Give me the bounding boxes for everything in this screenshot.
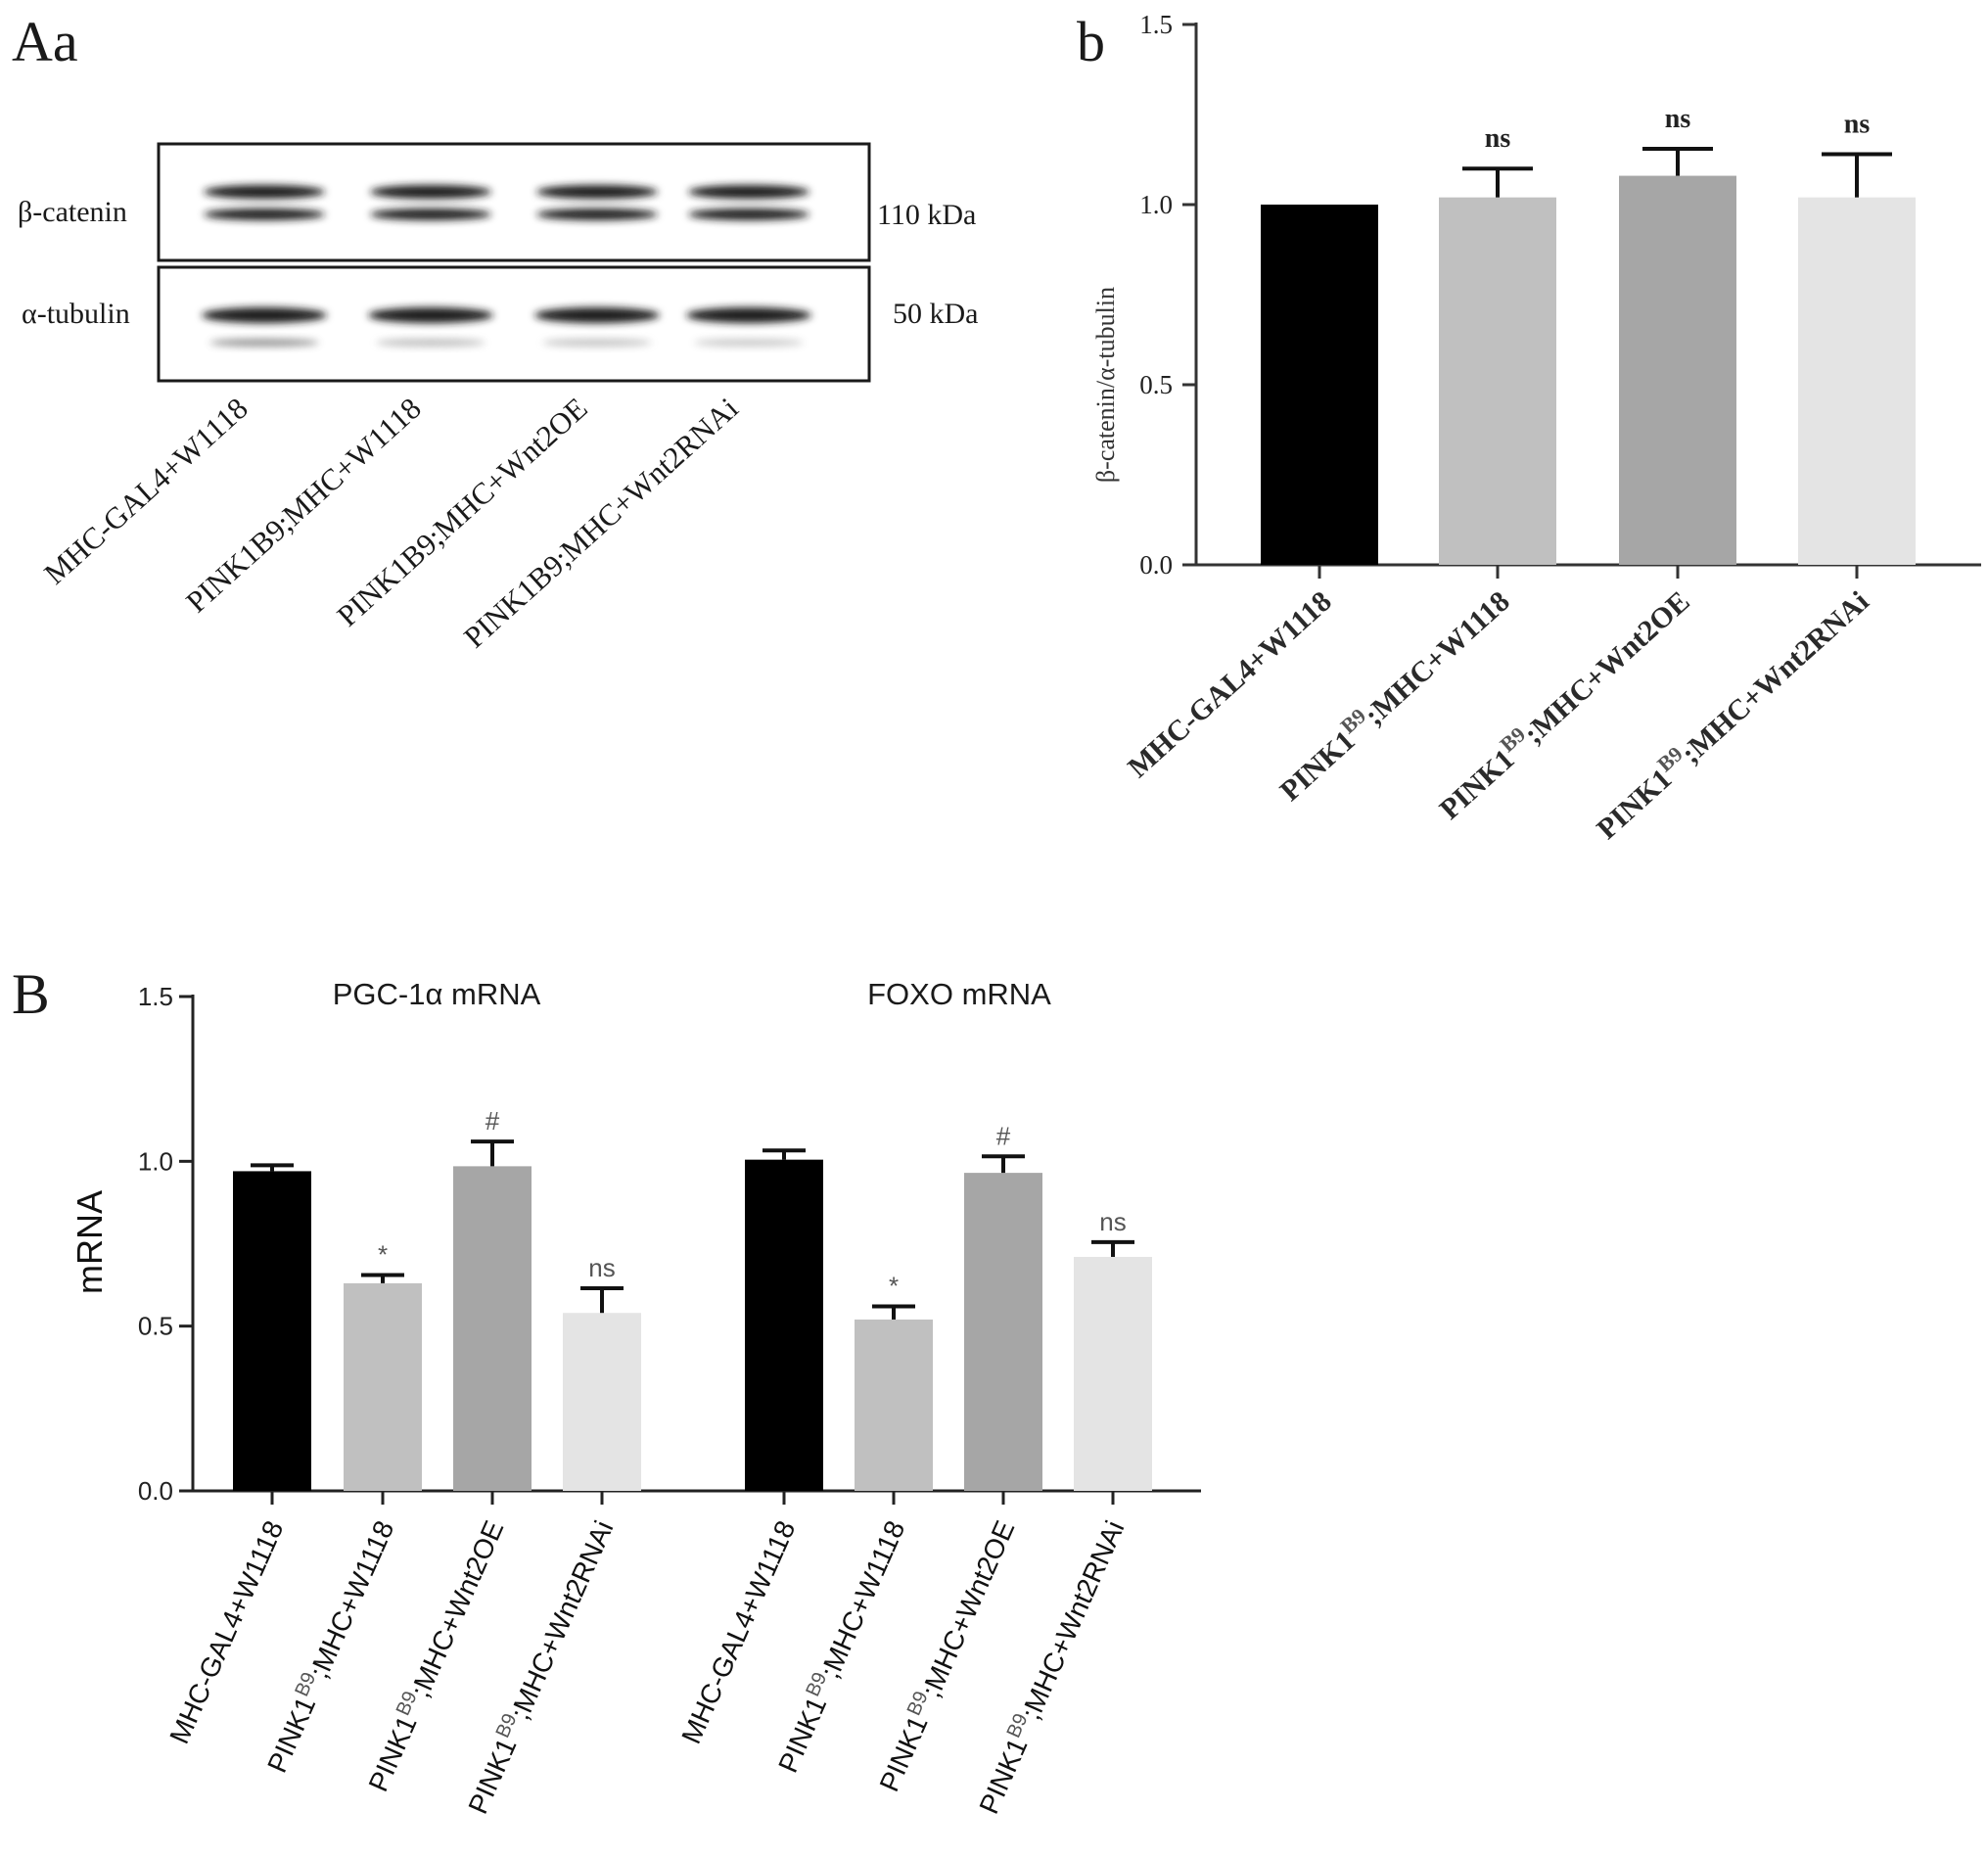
significance-label-mrna: * (889, 1271, 899, 1300)
y-tick-label-b: 1.0 (1139, 190, 1173, 219)
blot-band (368, 307, 493, 323)
y-tick-label-mrna: 1.0 (138, 1146, 173, 1176)
significance-label-mrna: ns (1099, 1207, 1126, 1236)
blot-band (204, 185, 325, 199)
y-tick-label-b: 1.5 (1139, 10, 1173, 39)
bar-mrna (563, 1313, 641, 1491)
blot-band-faint (694, 339, 804, 347)
significance-label-mrna: # (485, 1106, 500, 1136)
significance-label-b: ns (1485, 123, 1511, 154)
significance-label-b: ns (1844, 109, 1871, 139)
y-tick-label-b: 0.0 (1139, 550, 1173, 580)
blot-band (688, 209, 809, 220)
bar-mrna (233, 1171, 311, 1491)
blot-band (536, 185, 658, 199)
blot-band-faint (209, 339, 319, 347)
blot-band-faint (376, 339, 485, 347)
y-tick-label-mrna: 0.0 (138, 1476, 173, 1506)
significance-label-b: ns (1665, 104, 1691, 134)
bar-b (1798, 197, 1916, 565)
panel-label-b: b (1077, 10, 1105, 73)
y-axis-title-b: β-catenin/α-tubulin (1091, 287, 1120, 483)
bar-b (1261, 205, 1378, 565)
blot-band (204, 209, 325, 220)
panel-label-B: B (12, 962, 50, 1026)
blot-frame-beta-catenin (157, 142, 871, 262)
blot-band (370, 185, 491, 199)
blot-band (686, 307, 811, 323)
group-title-foxo: FOXO mRNA (867, 977, 1051, 1011)
western-blot (157, 142, 871, 383)
bar-b (1439, 197, 1556, 565)
blot-band (536, 209, 658, 220)
bar-mrna (745, 1159, 823, 1491)
blot-label-beta-catenin: β-catenin (18, 196, 127, 228)
blot-band (534, 307, 660, 323)
blot-band (202, 307, 327, 323)
significance-label-mrna: ns (588, 1253, 615, 1282)
blot-label-alpha-tubulin: α-tubulin (22, 298, 130, 330)
blot-frame-alpha-tubulin (157, 265, 871, 383)
blot-band-faint (542, 339, 652, 347)
bar-mrna (964, 1173, 1042, 1491)
blot-band (370, 209, 491, 220)
blot-size-110: 110 kDa (877, 199, 976, 231)
y-tick-label-b: 0.5 (1139, 370, 1173, 399)
y-tick-label-mrna: 1.5 (138, 982, 173, 1011)
bar-mrna (453, 1166, 532, 1491)
bar-mrna (344, 1282, 422, 1491)
panel-label-aa: Aa (12, 10, 78, 73)
significance-label-mrna: # (996, 1121, 1011, 1150)
significance-label-mrna: * (378, 1239, 388, 1269)
bar-b (1619, 175, 1736, 565)
blot-size-50: 50 kDa (893, 298, 978, 330)
group-title-pgc1a: PGC-1α mRNA (333, 977, 541, 1011)
y-tick-label-mrna: 0.5 (138, 1312, 173, 1341)
blot-band (688, 185, 809, 199)
bar-mrna (1074, 1256, 1152, 1491)
y-axis-title-mrna: mRNA (69, 1190, 110, 1294)
bar-mrna (855, 1319, 933, 1491)
